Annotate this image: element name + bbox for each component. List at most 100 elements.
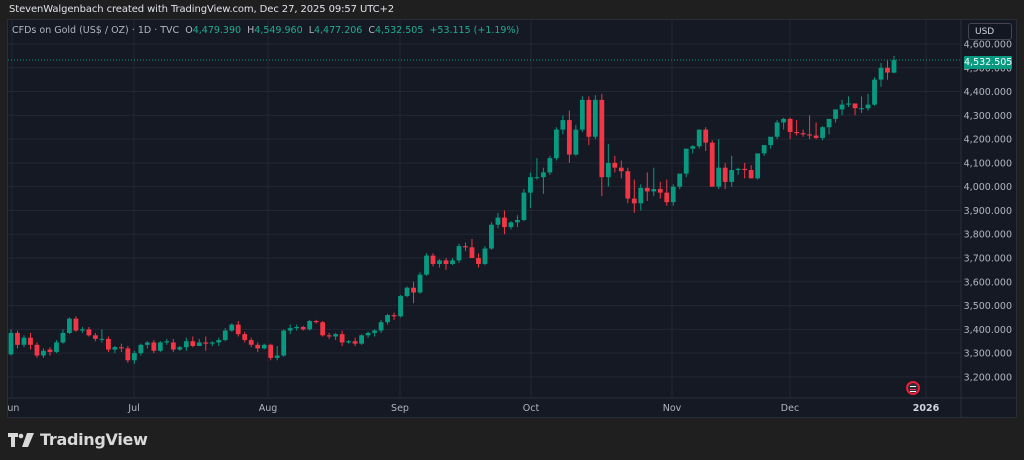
candle (80, 329, 85, 331)
candle (463, 246, 468, 248)
candle (807, 134, 812, 136)
candle (515, 219, 520, 223)
candle (164, 341, 170, 343)
candle (846, 103, 851, 105)
candle (274, 355, 280, 358)
currency-button[interactable]: USD (968, 23, 1012, 40)
candle (612, 162, 618, 168)
candle (294, 326, 300, 329)
candle (547, 158, 553, 173)
svg-text:3,500.000: 3,500.000 (964, 301, 1012, 312)
high-label: H (247, 25, 255, 36)
candle (196, 342, 202, 347)
candle (203, 342, 209, 344)
candle (47, 349, 53, 352)
open-label: O (185, 25, 193, 36)
svg-text:Jun: Jun (8, 403, 19, 414)
candle (261, 344, 267, 349)
candle (872, 79, 877, 105)
candle (93, 335, 98, 339)
svg-text:Aug: Aug (259, 403, 278, 414)
candle (859, 108, 864, 110)
candle (787, 118, 793, 132)
open-value: 4,479.390 (192, 25, 242, 36)
candle (125, 348, 131, 361)
svg-text:4,000.000: 4,000.000 (964, 182, 1012, 193)
candle (631, 198, 637, 204)
candle (300, 326, 306, 330)
candle (820, 127, 825, 138)
candle (553, 129, 559, 159)
candle (579, 99, 585, 130)
candle (54, 342, 59, 352)
candle (592, 99, 598, 137)
symbol-legend: CFDs on Gold (US$ / OZ) · 1D · TVC O4,47… (12, 25, 519, 36)
candle (774, 122, 780, 137)
candle (365, 332, 371, 336)
candle (638, 187, 644, 204)
svg-text:3,300.000: 3,300.000 (964, 349, 1012, 360)
candle (690, 146, 696, 149)
svg-text:3,800.000: 3,800.000 (964, 230, 1012, 241)
svg-text:Nov: Nov (663, 403, 682, 414)
candle (703, 129, 709, 143)
candle (878, 67, 884, 80)
candle (404, 287, 410, 297)
candle (586, 99, 592, 137)
last-price-tag: 4,532.505 (964, 56, 1013, 69)
candle (508, 222, 514, 228)
candle (144, 342, 150, 345)
candle (99, 338, 105, 340)
candle (385, 315, 390, 323)
candle (398, 296, 403, 317)
candle (800, 133, 806, 135)
candle (696, 129, 702, 147)
candle (411, 287, 416, 293)
candle (716, 167, 722, 187)
chart-pane[interactable]: 4,600.0004,500.0004,400.0004,300.0004,20… (7, 19, 1017, 418)
candle (865, 104, 871, 109)
candle (722, 167, 728, 182)
candle (437, 260, 442, 264)
brand-name: TradingView (40, 430, 148, 449)
candle (118, 347, 124, 349)
svg-text:Jul: Jul (127, 403, 139, 414)
candle (566, 120, 572, 155)
candle (521, 192, 527, 220)
candle (242, 334, 248, 341)
us-flag-event-icon[interactable] (906, 381, 920, 395)
tradingview-logo-icon (8, 432, 34, 447)
candle (625, 171, 631, 199)
candle (605, 162, 611, 178)
candle (170, 342, 176, 350)
candle (359, 335, 365, 344)
candle (307, 321, 313, 330)
candle (313, 321, 319, 323)
candle (372, 330, 377, 333)
candle (417, 274, 423, 293)
candle (105, 338, 111, 350)
candle (469, 247, 475, 259)
candle (482, 248, 488, 264)
candle (73, 318, 79, 331)
candle (794, 131, 800, 134)
candlestick-plot[interactable]: 4,600.0004,500.0004,400.0004,300.0004,20… (8, 20, 1016, 417)
candle (683, 148, 689, 174)
candle (86, 329, 92, 336)
candle (528, 177, 533, 193)
candle (339, 334, 345, 343)
candle (748, 170, 754, 179)
svg-text:4,300.000: 4,300.000 (964, 111, 1012, 122)
candle (664, 192, 670, 203)
svg-text:4,400.000: 4,400.000 (964, 87, 1012, 98)
candle (424, 255, 429, 275)
svg-text:3,200.000: 3,200.000 (964, 372, 1012, 383)
candle (15, 332, 20, 345)
svg-text:3,900.000: 3,900.000 (964, 206, 1012, 217)
close-label: C (368, 25, 376, 36)
candle (216, 340, 222, 343)
candle (151, 342, 157, 351)
candle (735, 168, 741, 171)
svg-text:4,600.000: 4,600.000 (964, 40, 1012, 51)
candle (67, 318, 72, 333)
